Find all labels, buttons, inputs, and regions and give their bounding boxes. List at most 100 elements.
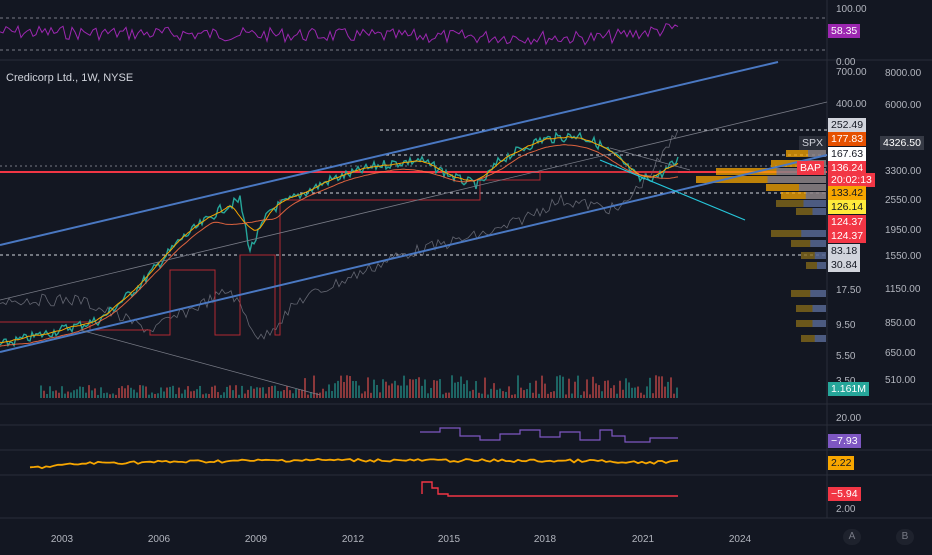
volume-bar: [556, 376, 558, 398]
bar-countdown-tag: 20:02:13: [828, 173, 875, 187]
volume-bar: [343, 382, 345, 398]
volume-bar: [553, 391, 555, 398]
volume-bar: [382, 379, 384, 398]
volume-bar: [244, 393, 246, 398]
volume-profile-row: [810, 290, 826, 297]
volume-profile-row: [767, 176, 826, 183]
volume-bar: [280, 391, 282, 398]
volume-bar: [520, 387, 522, 398]
volume-bar: [91, 390, 93, 398]
volume-bar: [589, 394, 591, 398]
volume-value-tag: 1.161M: [828, 382, 870, 396]
trend-line[interactable]: [79, 329, 321, 396]
volume-bar: [541, 375, 543, 398]
price-axis-left[interactable]: 700.00 400.00 17.50 9.50 5.50 3.50: [836, 67, 867, 387]
trend-line[interactable]: [609, 147, 691, 171]
volume-bar: [496, 389, 498, 398]
volume-bar: [202, 394, 204, 398]
volume-bar: [334, 383, 336, 398]
log-scale-button[interactable]: B: [896, 529, 914, 545]
time-axis-tick: 2009: [245, 534, 268, 545]
volume-bar: [190, 391, 192, 398]
volume-bar: [418, 377, 420, 398]
volume-bar: [451, 375, 453, 398]
spx-axis-tick: 6000.00: [885, 100, 922, 111]
volume-bar: [511, 394, 513, 398]
volume-bar: [250, 386, 252, 398]
volume-profile-row: [716, 168, 826, 175]
spx-price-tag: 4326.50: [880, 136, 924, 150]
volume-bar: [115, 394, 117, 398]
volume-bar: [457, 381, 459, 398]
volume-bar: [463, 383, 465, 398]
volume-bar: [664, 386, 666, 398]
volume-bar: [475, 381, 477, 398]
chart-title[interactable]: Credicorp Ltd., 1W, NYSE: [6, 72, 134, 84]
bap-symbol-label[interactable]: BAP: [797, 161, 825, 175]
volume-bar: [208, 393, 210, 398]
volume-profile-row: [786, 150, 826, 157]
volume-bar: [220, 394, 222, 398]
volume-profile-row: [803, 200, 826, 207]
volume-bar: [157, 393, 159, 398]
volume-bar: [448, 392, 450, 398]
volume-profile-row: [805, 192, 826, 199]
volume-bar: [82, 386, 84, 398]
volume-bar: [166, 387, 168, 398]
time-axis-tick: 2015: [438, 534, 461, 545]
spx-symbol-label[interactable]: SPX: [799, 136, 827, 150]
volume-bar: [304, 378, 306, 398]
volume-bar: [649, 377, 651, 398]
volume-bar: [571, 393, 573, 398]
volume-bar: [214, 385, 216, 398]
volume-bars: [40, 375, 678, 398]
volume-bar: [325, 391, 327, 398]
auto-scale-button[interactable]: A: [843, 529, 861, 545]
time-axis[interactable]: 2003 2006 2009 2012 2015 2018 2021 2024: [51, 534, 752, 545]
volume-profile-row: [808, 150, 826, 157]
main-pane: [0, 61, 828, 398]
volume-bar: [100, 387, 102, 398]
volume-bar: [514, 394, 516, 398]
spx-axis-tick: 1950.00: [885, 225, 922, 236]
volume-bar: [169, 386, 171, 398]
price-axis-tick: 700.00: [836, 67, 867, 78]
volume-bar: [229, 385, 231, 398]
trend-line[interactable]: [599, 159, 746, 221]
volume-profile-row: [776, 200, 826, 207]
volume-profile-row: [812, 320, 826, 327]
price-tag: 133.42: [828, 186, 867, 200]
price-axis-tick: 17.50: [836, 285, 861, 296]
spx-axis-tick: 2550.00: [885, 195, 922, 206]
volume-profile-row: [814, 335, 826, 342]
channel-mid-line[interactable]: [0, 101, 828, 301]
volume-bar: [466, 380, 468, 398]
volume-bar: [121, 386, 123, 398]
volume-bar: [262, 387, 264, 398]
volume-bar: [256, 387, 258, 398]
volume-bar: [400, 385, 402, 398]
price-axis-right[interactable]: 8000.00 6000.00 3300.00 2550.00 1950.00 …: [885, 68, 922, 386]
channel-upper-line[interactable]: [0, 61, 779, 246]
volume-bar: [235, 385, 237, 398]
volume-bar: [274, 385, 276, 398]
volume-bar: [604, 380, 606, 398]
volume-bar: [289, 390, 291, 398]
volume-bar: [124, 388, 126, 398]
volume-bar: [118, 388, 120, 398]
volume-bar: [196, 389, 198, 398]
volume-bar: [97, 394, 99, 398]
volume-bar: [46, 393, 48, 398]
rsi-axis-tick: 0.00: [836, 57, 856, 68]
volume-bar: [337, 380, 339, 398]
price-tag: 252.49: [828, 118, 867, 132]
macd-axis-tick: 20.00: [836, 413, 861, 424]
channel-lower-line[interactable]: [0, 154, 828, 353]
volume-bar: [661, 376, 663, 398]
volume-bar: [238, 394, 240, 398]
volume-bar: [163, 391, 165, 398]
volume-bar: [109, 394, 111, 398]
volume-profile-row: [796, 305, 826, 312]
volume-bar: [61, 386, 63, 398]
